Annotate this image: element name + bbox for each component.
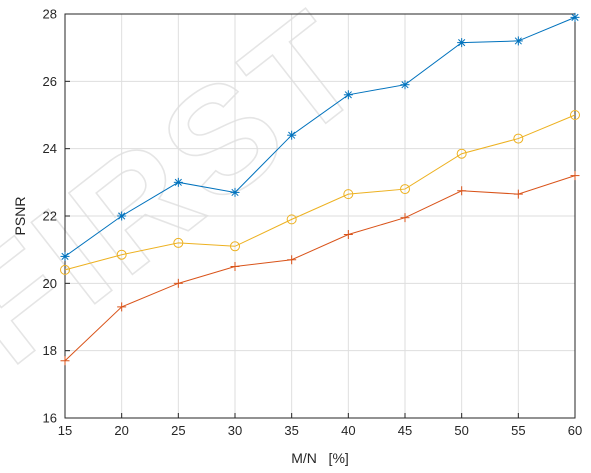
y-tick-label: 24 <box>43 141 57 156</box>
x-tick-label: 50 <box>454 423 468 438</box>
data-point-circle <box>570 110 580 120</box>
data-point-circle <box>513 133 524 144</box>
series-group <box>60 12 580 366</box>
x-tick-label: 55 <box>511 423 525 438</box>
x-tick-label: 40 <box>341 423 355 438</box>
data-point-asterisk <box>570 12 580 22</box>
series-line <box>64 16 576 257</box>
y-tick-label: 26 <box>43 74 57 89</box>
data-point-asterisk <box>117 211 127 221</box>
x-tick-label: 45 <box>398 423 412 438</box>
data-point-circle <box>343 189 354 200</box>
data-point-asterisk <box>343 90 353 100</box>
data-point-circle <box>286 214 297 225</box>
data-point-asterisk <box>60 251 70 261</box>
y-tick-label: 18 <box>43 343 57 358</box>
data-point-asterisk <box>173 177 183 187</box>
x-axis-label: M/N [%] <box>291 450 349 466</box>
x-tick-label: 30 <box>228 423 242 438</box>
x-tick-label: 20 <box>114 423 128 438</box>
data-point-plus <box>400 213 410 223</box>
series-line <box>64 175 576 362</box>
data-point-asterisk <box>457 38 467 48</box>
data-point-plus <box>60 356 70 366</box>
series-line <box>64 114 576 271</box>
data-point-plus <box>287 255 297 265</box>
x-tick-label: 25 <box>171 423 185 438</box>
data-point-circle <box>456 148 467 159</box>
x-tick-label: 15 <box>58 423 72 438</box>
y-tick-label: 20 <box>43 276 57 291</box>
series-plus <box>60 171 580 366</box>
data-point-asterisk <box>287 130 297 140</box>
data-point-plus <box>230 262 240 271</box>
data-point-plus <box>343 230 353 240</box>
y-axis-label: PSNR <box>12 197 28 236</box>
axis-ticks: 15 20 25 30 35 40 45 50 55 60 16 18 20 22 24 26 28 <box>43 7 583 439</box>
data-point-asterisk <box>513 36 523 46</box>
data-point-circle <box>173 237 184 248</box>
data-point-circle <box>60 264 70 275</box>
data-point-circle <box>230 241 240 252</box>
y-tick-label: 16 <box>43 411 57 426</box>
data-point-plus <box>457 186 467 196</box>
x-tick-label: 35 <box>284 423 298 438</box>
x-tick-label: 60 <box>568 423 582 438</box>
data-point-plus <box>173 278 183 288</box>
data-point-circle <box>116 249 127 260</box>
data-point-plus <box>513 189 523 199</box>
y-tick-label: 22 <box>43 209 57 224</box>
y-tick-label: 28 <box>43 7 57 22</box>
series-circle <box>60 110 580 275</box>
data-point-asterisk <box>230 187 240 197</box>
series-asterisk <box>60 12 580 261</box>
watermark-text: FIRST <box>0 0 396 396</box>
data-point-asterisk <box>400 80 410 90</box>
data-point-circle <box>400 184 410 195</box>
data-point-plus <box>570 171 580 181</box>
data-point-plus <box>117 302 127 312</box>
